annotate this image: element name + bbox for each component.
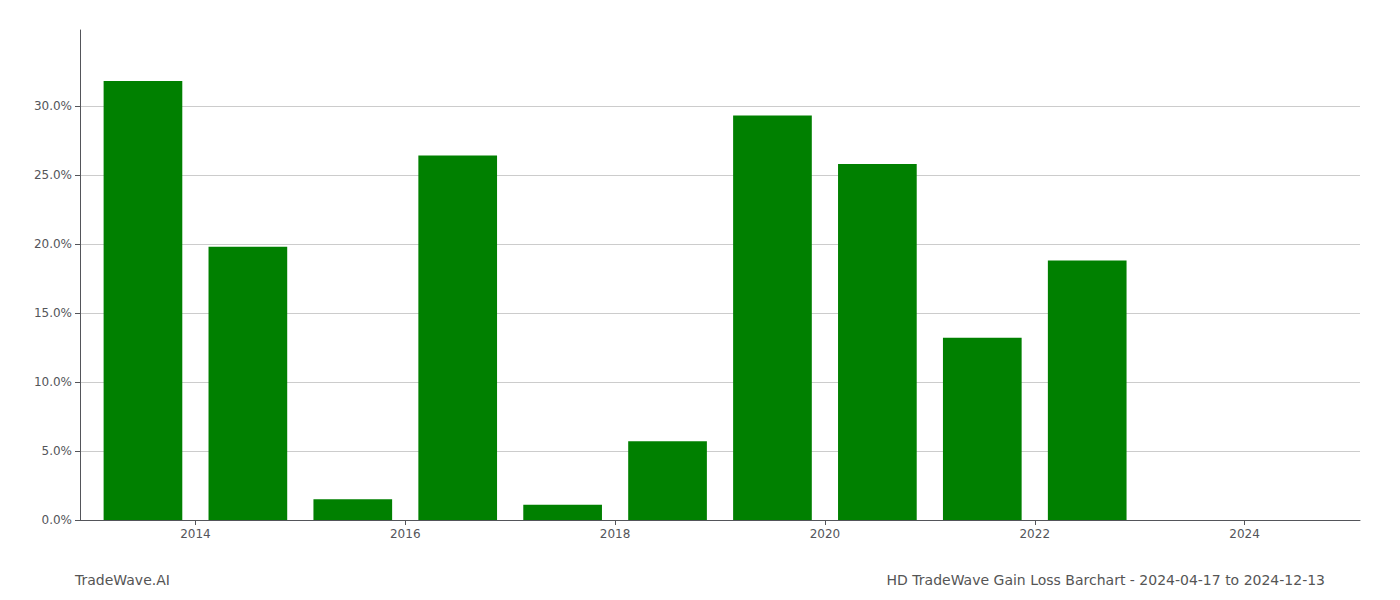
svg-text:2016: 2016 xyxy=(390,527,421,541)
svg-text:15.0%: 15.0% xyxy=(34,306,72,320)
svg-text:25.0%: 25.0% xyxy=(34,168,72,182)
svg-text:2014: 2014 xyxy=(180,527,211,541)
svg-text:2020: 2020 xyxy=(810,527,841,541)
svg-text:20.0%: 20.0% xyxy=(34,237,72,251)
svg-text:2022: 2022 xyxy=(1019,527,1050,541)
svg-text:0.0%: 0.0% xyxy=(42,513,73,527)
svg-text:TradeWave.AI: TradeWave.AI xyxy=(74,572,170,588)
svg-text:2018: 2018 xyxy=(600,527,631,541)
svg-text:HD TradeWave Gain Loss Barchar: HD TradeWave Gain Loss Barchart - 2024-0… xyxy=(887,572,1325,588)
svg-text:10.0%: 10.0% xyxy=(34,375,72,389)
svg-text:30.0%: 30.0% xyxy=(34,99,72,113)
svg-text:5.0%: 5.0% xyxy=(42,444,73,458)
svg-text:2024: 2024 xyxy=(1229,527,1260,541)
